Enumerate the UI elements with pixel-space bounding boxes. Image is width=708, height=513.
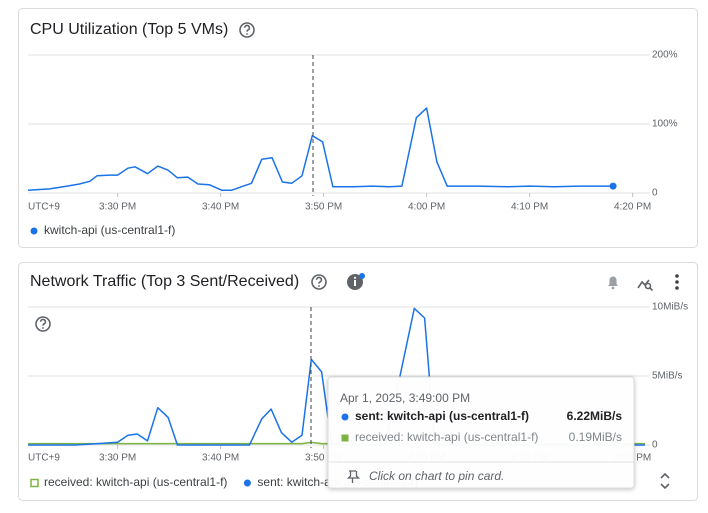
tooltip-name: sent: kwitch-api (us-central1-f): [355, 409, 529, 423]
help-icon[interactable]: [35, 316, 51, 332]
timezone-label: UTC+9: [28, 202, 60, 213]
x-tick-label: 3:30 PM: [99, 202, 136, 213]
x-tick-label: 3:40 PM: [202, 453, 239, 464]
legend-swatch: [30, 478, 39, 488]
y-tick-label: 0: [652, 440, 658, 451]
tooltip-name: received: kwitch-api (us-central1-f): [355, 430, 538, 444]
x-tick-label: 3:50 PM: [305, 202, 342, 213]
y-tick-label: 10MiB/s: [652, 302, 688, 313]
more-menu[interactable]: [675, 274, 679, 290]
timezone-label: UTC+9: [28, 453, 60, 464]
series-line: [27, 107, 614, 191]
x-tick-label: 4:20 PM: [614, 202, 651, 213]
x-tick-label: 3:30 PM: [99, 453, 136, 464]
y-tick-label: 0: [652, 188, 658, 199]
y-tick-label: 100%: [652, 119, 678, 130]
x-tick-label: 3:50 PM: [305, 453, 342, 464]
explore-icon[interactable]: [637, 279, 654, 292]
x-tick-label: 3:40 PM: [202, 202, 239, 213]
alert-icon[interactable]: [608, 276, 618, 290]
info-icon[interactable]: [347, 273, 365, 290]
tooltip: Apr 1, 2025, 3:49:00 PM sent: kwitch-api…: [327, 376, 635, 489]
x-tick-label: 4:10 PM: [511, 202, 548, 213]
y-tick-label: 5MiB/s: [652, 371, 683, 382]
card-title: Network Traffic (Top 3 Sent/Received): [30, 273, 299, 290]
cpu-card: [18, 8, 698, 248]
collapse-toggle[interactable]: [660, 472, 670, 490]
tooltip-swatch: [341, 413, 349, 421]
help-icon[interactable]: [311, 274, 327, 290]
pin-icon: [346, 470, 361, 483]
tooltip-hint: Click on chart to pin card.: [369, 469, 504, 483]
tooltip-swatch: [341, 434, 349, 442]
card-title: CPU Utilization (Top 5 VMs): [30, 21, 228, 38]
tooltip-value: 6.22MiB/s: [567, 409, 623, 423]
legend-label: received: kwitch-api (us-central1-f): [44, 475, 227, 489]
legend-swatch: [30, 227, 38, 235]
series-line: [28, 307, 645, 446]
legend-swatch: [243, 479, 251, 487]
tooltip-value: 0.19MiB/s: [569, 430, 622, 444]
y-tick-label: 200%: [652, 50, 678, 61]
tooltip-box: [327, 376, 635, 489]
end-point: [609, 182, 617, 190]
tooltip-time: Apr 1, 2025, 3:49:00 PM: [340, 391, 470, 405]
legend-label: kwitch-api (us-central1-f): [44, 223, 175, 237]
help-icon[interactable]: [239, 22, 255, 38]
x-tick-label: 4:00 PM: [408, 202, 445, 213]
